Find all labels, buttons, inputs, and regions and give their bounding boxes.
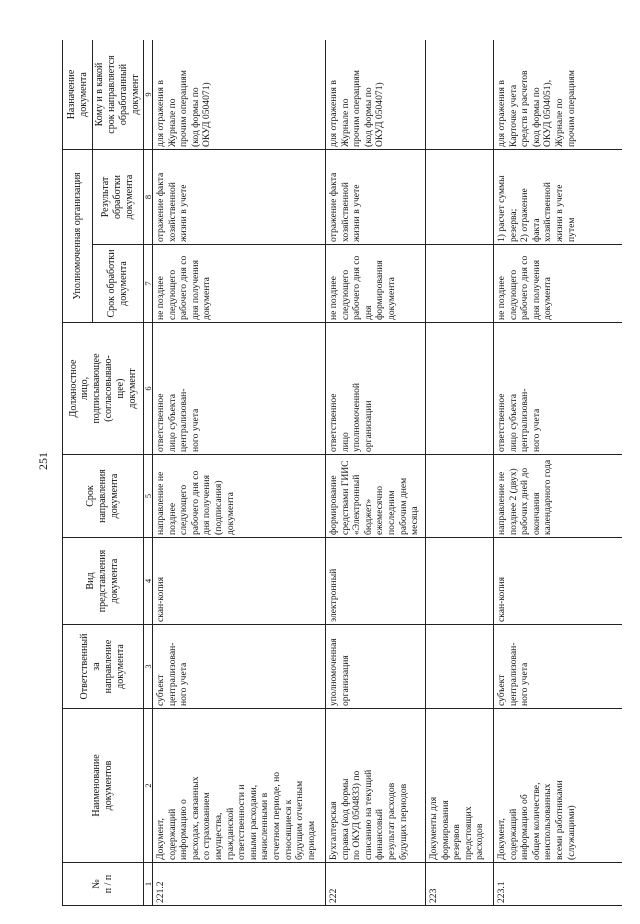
header-document-name: Наименование документов — [62, 708, 144, 863]
cell-responsible: уполномоченная организация — [325, 624, 426, 709]
header-send-deadline: Срок направления документа — [62, 454, 144, 538]
header-signing-official: Должностное лицо, подписывающее (согласо… — [62, 322, 144, 455]
table-row: 221.2 Документ, содержащий информацию о р… — [152, 40, 326, 906]
cell-number: 221.2 — [152, 862, 326, 906]
table-row: 223 Документы для формирования резервов п… — [425, 40, 494, 906]
column-number: 7 — [143, 244, 153, 323]
column-number: 1 — [143, 862, 153, 906]
cell-send-deadline: направление не позднее 2 (двух) рабочих … — [493, 454, 622, 538]
cell-processing-deadline: не позднее следующего рабочего дня со дн… — [325, 244, 426, 323]
cell-presentation-type: скан-копия — [493, 537, 622, 625]
cell-recipient: для отражения в Журнале по прочим операц… — [152, 40, 326, 150]
cell-number: 223 — [425, 862, 494, 906]
cell-presentation-type: электронный — [325, 537, 426, 625]
header-number: № п / п — [62, 862, 144, 906]
cell-processing-result: 1) расчет суммы резерва; 2) отражение фа… — [493, 149, 622, 245]
cell-recipient — [425, 40, 494, 150]
cell-signing-official — [425, 322, 494, 455]
header-group-authorized-org: Уполномоченная организация — [62, 149, 93, 323]
cell-document-name: Бухгалтерская справка (код формы по ОКУД… — [325, 708, 426, 863]
cell-document-name: Документы для формирования резервов пред… — [425, 708, 494, 863]
cell-send-deadline — [425, 454, 494, 538]
column-number: 5 — [143, 454, 153, 538]
cell-presentation-type — [425, 537, 494, 625]
cell-recipient: для отражения в Журнале по прочим операц… — [325, 40, 426, 150]
cell-responsible: субъект централизован- ного учета — [493, 624, 622, 709]
cell-signing-official: ответственное лицо уполномоченной органи… — [325, 322, 426, 455]
cell-processing-result — [425, 149, 494, 245]
header-responsible: Ответственный за направление документа — [62, 624, 144, 709]
column-number: 3 — [143, 624, 153, 709]
cell-number: 222 — [325, 862, 426, 906]
cell-document-name: Документ, содержащий информацию об общем… — [493, 708, 622, 863]
cell-processing-result: отражение факта хозяйственной жизни в уч… — [152, 149, 326, 245]
table-row: 223.1 Документ, содержащий информацию об … — [493, 40, 622, 906]
column-number: 2 — [143, 708, 153, 863]
cell-responsible — [425, 624, 494, 709]
cell-processing-result: отражение факта хозяйственной жизни в уч… — [325, 149, 426, 245]
header-row-1: № п / п Наименование документов Ответств… — [62, 40, 144, 906]
cell-processing-deadline: не позднее следующего рабочего дня со дн… — [493, 244, 622, 323]
page-number: 251 — [36, 452, 50, 470]
cell-document-name: Документ, содержащий информацию о расход… — [152, 708, 326, 863]
table-row: 222 Бухгалтерская справка (код формы по О… — [325, 40, 426, 906]
header-group-purpose: Назначение документа — [62, 40, 93, 150]
header-processing-deadline: Срок обработки документа — [92, 244, 144, 323]
cell-recipient: для отражения в Карточке учета средств и… — [493, 40, 622, 150]
header-recipient: Кому и в какой срок направляется обработ… — [92, 40, 144, 150]
header-presentation-type: Вид представления документа — [62, 537, 144, 625]
cell-send-deadline: формирование средствами ГИИС «Электронны… — [325, 454, 426, 538]
cell-presentation-type: скан-копия — [152, 537, 326, 625]
cell-processing-deadline — [425, 244, 494, 323]
column-number: 6 — [143, 322, 153, 455]
cell-processing-deadline: не позднее следующего рабочего дня со дн… — [152, 244, 326, 323]
cell-signing-official: ответственное лицо субъекта централизова… — [493, 322, 622, 455]
column-number: 4 — [143, 537, 153, 625]
document-table: № п / п Наименование документов Ответств… — [62, 40, 622, 906]
cell-signing-official: ответственное лицо субъекта централизова… — [152, 322, 326, 455]
column-number: 8 — [143, 149, 153, 245]
cell-send-deadline: направление не позднее следующего рабоче… — [152, 454, 326, 538]
cell-number: 223.1 — [493, 862, 622, 906]
document-table-rotated: № п / п Наименование документов Ответств… — [62, 40, 622, 906]
column-number: 9 — [143, 40, 153, 150]
header-processing-result: Результат обработки документа — [92, 149, 144, 245]
cell-responsible: субъект централизован- ного учета — [152, 624, 326, 709]
